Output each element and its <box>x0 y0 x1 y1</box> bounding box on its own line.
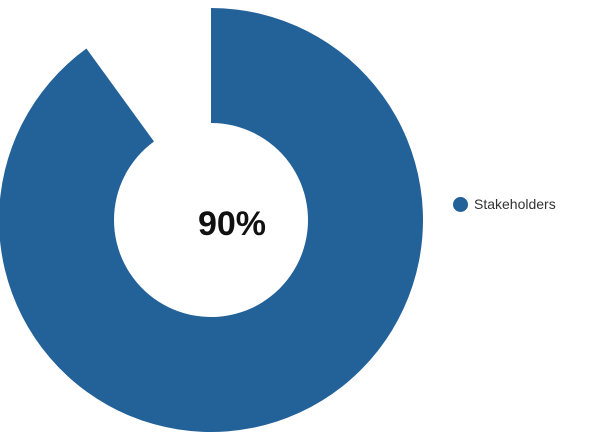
legend-swatch-stakeholders <box>453 196 468 212</box>
center-percentage-label: 90% <box>198 205 266 243</box>
legend[interactable]: Stakeholders <box>453 196 556 212</box>
donut-slices <box>0 8 423 432</box>
donut-slice-stakeholders[interactable] <box>0 8 423 432</box>
legend-label-stakeholders: Stakeholders <box>474 196 556 212</box>
